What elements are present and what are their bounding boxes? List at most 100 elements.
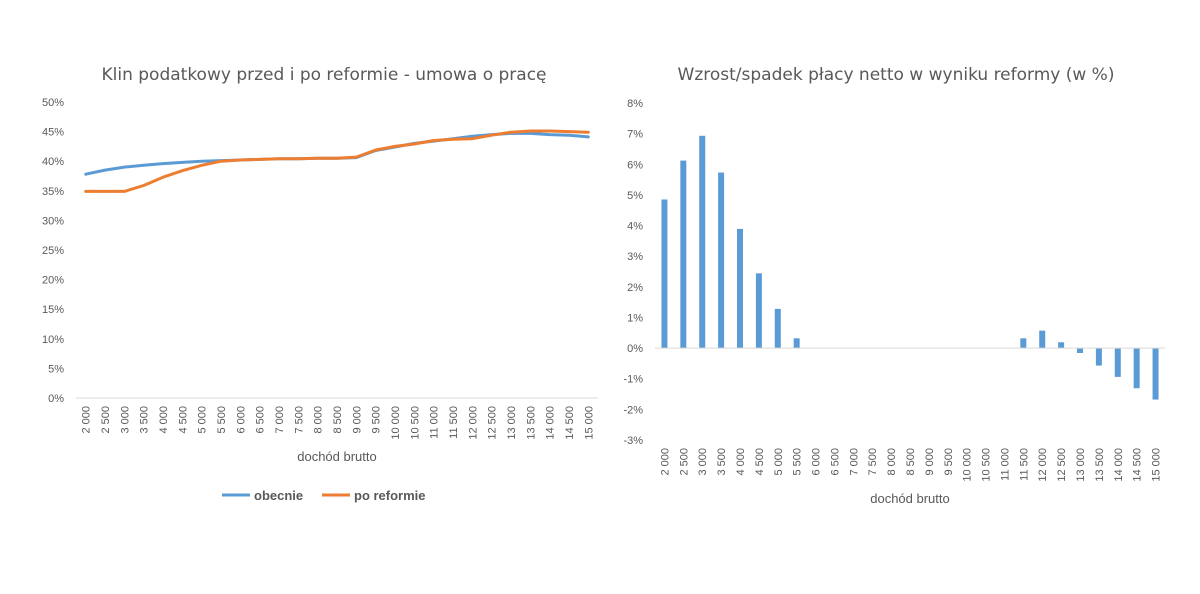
right-x-tick-label: 8 000 (886, 448, 898, 476)
left-x-tick-label: 12 000 (467, 406, 479, 440)
bar (1133, 348, 1140, 389)
left-x-tick-label: 4 000 (158, 406, 170, 434)
right-y-tick-label: 5% (627, 190, 643, 202)
bar (1039, 330, 1046, 349)
left-x-tick-label: 14 500 (564, 406, 576, 440)
right-x-tick-label: 4 000 (735, 448, 747, 476)
right-y-tick-label: -1% (623, 374, 643, 386)
left-x-tick-label: 14 000 (545, 406, 557, 440)
right-y-tick-label: -2% (623, 404, 643, 416)
series-line-obecnie (84, 131, 590, 176)
right-x-tick-label: 6 500 (829, 448, 841, 476)
tax-wedge-line-chart: Klin podatkowy przed i po reformie - umo… (42, 65, 598, 503)
right-y-tick-label: 0% (627, 343, 643, 355)
left-chart-title: Klin podatkowy przed i po reformie - umo… (101, 65, 546, 85)
right-x-tick-label: 3 500 (716, 448, 728, 476)
left-x-tick-label: 9 500 (371, 406, 383, 434)
left-y-tick-label: 10% (42, 334, 64, 346)
bar (1058, 342, 1065, 349)
right-x-tick-label: 4 500 (754, 448, 766, 476)
left-x-axis-label: dochód brutto (297, 449, 377, 464)
left-x-tick-label: 12 500 (487, 406, 499, 440)
left-x-tick-label: 7 500 (293, 406, 305, 434)
left-x-tick-label: 3 000 (119, 406, 131, 434)
bar (661, 199, 668, 349)
bar (1077, 348, 1083, 353)
left-y-tick-label: 0% (48, 393, 64, 405)
left-x-tick-label: 8 500 (332, 406, 344, 434)
left-x-tick-label: 4 500 (177, 406, 189, 434)
bar (718, 172, 725, 349)
series-line-po-reformie (84, 129, 590, 193)
left-y-tick-label: 45% (42, 127, 64, 139)
right-x-tick-label: 9 000 (924, 448, 936, 476)
right-y-tick-label: 6% (627, 159, 643, 171)
right-x-tick-label: 14 000 (1113, 448, 1125, 482)
bar (680, 160, 687, 349)
right-y-tick-label: 3% (627, 251, 643, 263)
bar (1152, 348, 1159, 400)
right-chart-title: Wzrost/spadek płacy netto w wyniku refor… (678, 65, 1115, 85)
right-y-tick-label: 1% (627, 312, 643, 324)
bar (793, 338, 800, 349)
right-x-tick-label: 10 500 (981, 448, 993, 482)
right-x-tick-label: 14 500 (1132, 448, 1144, 482)
right-y-tick-label: -3% (623, 435, 643, 447)
right-x-tick-label: 15 000 (1151, 448, 1163, 482)
left-x-tick-label: 5 500 (216, 406, 228, 434)
left-x-tick-label: 3 500 (139, 406, 151, 434)
left-y-tick-label: 20% (42, 275, 64, 287)
right-x-tick-label: 7 000 (848, 448, 860, 476)
left-x-tick-label: 5 000 (197, 406, 209, 434)
left-y-tick-label: 40% (42, 156, 64, 168)
left-x-tick-label: 6 000 (235, 406, 247, 434)
right-y-tick-label: 2% (627, 282, 643, 294)
left-legend: obecnie po reformie (222, 488, 426, 503)
right-x-tick-label: 2 000 (659, 448, 671, 476)
right-x-tick-label: 12 500 (1056, 448, 1068, 482)
net-wage-change-bar-chart: Wzrost/spadek płacy netto w wyniku refor… (623, 65, 1165, 506)
left-y-tick-label: 15% (42, 304, 64, 316)
left-x-tick-label: 2 000 (81, 406, 93, 434)
right-x-tick-label: 5 000 (773, 448, 785, 476)
left-x-tick-label: 10 500 (409, 406, 421, 440)
right-y-tick-label: 8% (627, 98, 643, 110)
left-y-tick-label: 50% (42, 97, 64, 109)
left-y-tick-label: 35% (42, 186, 64, 198)
right-x-tick-label: 11 000 (999, 448, 1011, 481)
bar (755, 273, 762, 349)
right-x-tick-label: 12 000 (1037, 448, 1049, 482)
right-x-tick-label: 9 500 (943, 448, 955, 476)
right-x-tick-label: 7 500 (867, 448, 879, 476)
right-x-tick-label: 5 500 (792, 448, 804, 476)
right-x-tick-label: 2 500 (678, 448, 690, 476)
left-x-tick-label: 9 000 (351, 406, 363, 434)
left-x-tick-label: 7 000 (274, 406, 286, 434)
bar (699, 135, 706, 349)
left-y-tick-label: 30% (42, 215, 64, 227)
right-x-tick-label: 11 500 (1018, 448, 1030, 481)
left-x-tick-label: 10 000 (390, 406, 402, 440)
right-y-tick-label: 4% (627, 221, 643, 233)
legend-label: obecnie (254, 488, 303, 503)
left-y-tick-label: 25% (42, 245, 64, 257)
bar (1114, 348, 1121, 377)
left-y-tick-label: 5% (48, 363, 64, 375)
left-x-tick-label: 2 500 (100, 406, 112, 434)
left-x-tick-label: 6 500 (255, 406, 267, 434)
bar (774, 308, 781, 349)
right-x-tick-label: 6 000 (811, 448, 823, 476)
right-y-tick-label: 7% (627, 129, 643, 141)
left-x-tick-label: 11 500 (448, 406, 460, 439)
bar (1020, 338, 1027, 349)
right-x-tick-label: 10 000 (962, 448, 974, 482)
legend-label: po reformie (354, 488, 426, 503)
bar (737, 228, 743, 349)
left-x-tick-label: 13 000 (506, 406, 518, 440)
bar (1095, 348, 1102, 366)
right-x-tick-label: 13 500 (1094, 448, 1106, 482)
right-x-tick-label: 3 000 (697, 448, 709, 476)
right-x-axis-label: dochód brutto (870, 491, 950, 506)
left-x-tick-label: 15 000 (583, 406, 595, 440)
